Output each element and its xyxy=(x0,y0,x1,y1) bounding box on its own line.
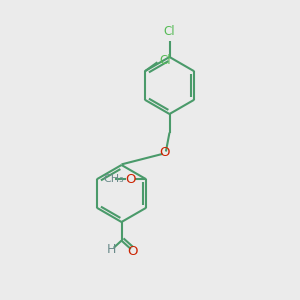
Text: Cl: Cl xyxy=(164,25,175,38)
Text: O: O xyxy=(159,146,169,159)
Text: CH₃: CH₃ xyxy=(104,174,124,184)
Text: O: O xyxy=(128,244,138,258)
Text: H: H xyxy=(107,243,117,256)
Text: O: O xyxy=(125,173,136,186)
Text: Cl: Cl xyxy=(160,54,171,67)
